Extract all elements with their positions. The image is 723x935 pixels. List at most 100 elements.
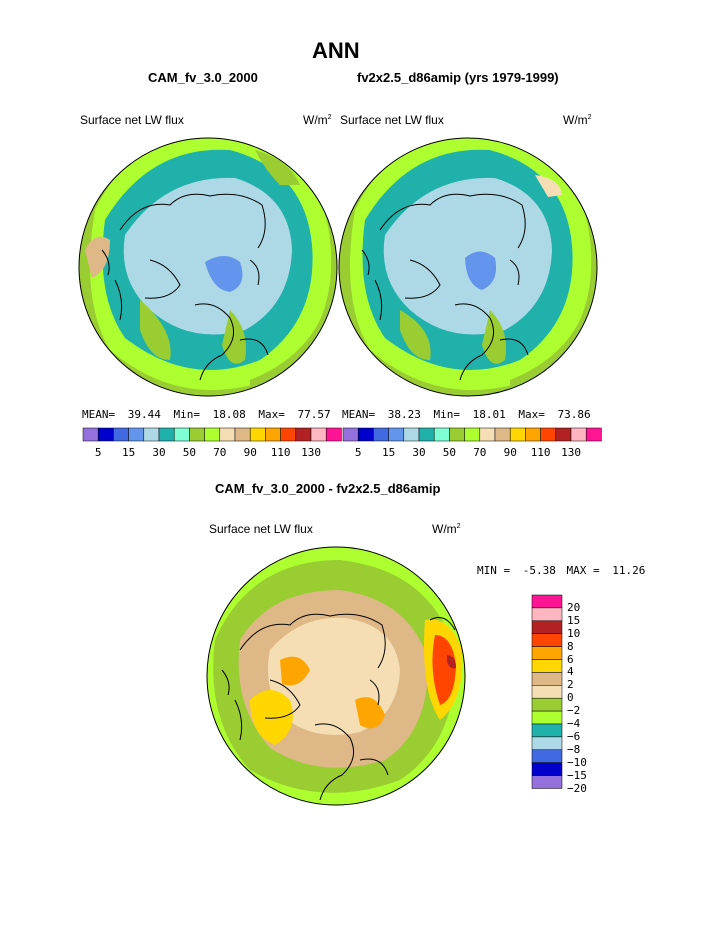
difference-colorbar-tick-label: −8 <box>567 742 581 756</box>
difference-colorbar-swatch <box>531 607 563 622</box>
difference-colorbar-tick-label: −10 <box>567 755 587 769</box>
difference-colorbar-swatch <box>531 594 563 609</box>
difference-colorbar-tick-label: 6 <box>567 652 574 666</box>
colorbar-tick-label: 30 <box>152 446 166 459</box>
right-case-title: fv2x2.5_d86amip (yrs 1979-1999) <box>357 70 559 85</box>
left-max-label: Max= <box>258 408 285 421</box>
colorbar-tick-label: 110 <box>270 446 291 459</box>
difference-minmax: MIN = -5.38 MAX = 11.26 <box>477 564 645 577</box>
right-colorbar-swatch <box>525 427 541 442</box>
right-min-label: Min= <box>433 408 461 421</box>
right-colorbar-swatch <box>357 427 374 442</box>
right-colorbar-swatch <box>494 427 511 442</box>
colorbar-tick-label: 5 <box>94 446 102 459</box>
difference-colorbar-swatch <box>531 762 563 776</box>
right-colorbar-swatch <box>555 427 572 442</box>
right-colorbar-swatch <box>433 427 450 442</box>
colorbar-tick-label: 5 <box>354 446 362 459</box>
colorbar-tick-label: 30 <box>412 446 426 459</box>
difference-colorbar-tick-label: −2 <box>567 704 581 718</box>
right-colorbar-swatch <box>388 427 405 442</box>
left-polar-map <box>79 138 337 396</box>
difference-min-value: -5.38 <box>522 564 556 577</box>
difference-colorbar-tick-label: 10 <box>567 626 581 640</box>
left-colorbar-swatch <box>219 427 236 442</box>
left-min-label: Min= <box>173 408 201 421</box>
right-colorbar-swatch <box>373 427 389 442</box>
right-field-label: Surface net LW flux <box>340 113 444 127</box>
left-colorbar-swatch <box>97 427 114 442</box>
difference-colorbar-swatch <box>531 697 563 712</box>
colorbar-tick-label: 15 <box>382 446 396 459</box>
difference-field-label: Surface net LW flux <box>209 522 313 536</box>
colorbar-tick-label: 110 <box>530 446 551 459</box>
difference-units-label: W/m2 <box>432 522 461 536</box>
right-colorbar-swatch <box>509 427 526 442</box>
difference-colorbar-swatch <box>531 685 563 699</box>
left-max-value: 77.57 <box>297 408 331 421</box>
right-colorbar-swatch <box>479 427 496 442</box>
right-max-value: 73.86 <box>557 408 591 421</box>
right-colorbar-swatch <box>403 427 420 442</box>
difference-max-label: MAX = <box>566 564 600 577</box>
right-colorbar-swatch <box>570 427 587 442</box>
left-colorbar-swatch <box>295 427 312 442</box>
left-colorbar-swatch <box>249 427 266 442</box>
difference-max-value: 11.26 <box>612 564 646 577</box>
difference-colorbar-swatch <box>531 620 563 634</box>
difference-colorbar-tick-label: −6 <box>567 729 581 743</box>
left-colorbar-swatch <box>204 427 221 442</box>
left-units-label: W/m2 <box>303 113 332 127</box>
right-mean-label: MEAN= <box>342 408 376 421</box>
difference-colorbar-swatch <box>531 646 563 660</box>
left-colorbar-swatch <box>143 427 160 442</box>
left-colorbar <box>82 427 342 442</box>
left-colorbar-swatch <box>158 427 175 442</box>
right-colorbar-swatch <box>585 427 602 442</box>
left-mean-label: MEAN= <box>82 408 116 421</box>
colorbar-tick-label: 50 <box>442 446 457 459</box>
left-mean-value: 39.44 <box>127 408 161 421</box>
left-colorbar-swatch <box>189 427 205 442</box>
page-title: ANN <box>312 38 360 63</box>
difference-colorbar-tick-label: −4 <box>567 717 581 730</box>
difference-min-label: MIN = <box>477 564 511 577</box>
colorbar-tick-label: 70 <box>213 446 227 459</box>
left-colorbar-swatch <box>173 427 190 442</box>
difference-colorbar-swatch <box>531 633 563 647</box>
difference-colorbar-swatch <box>531 659 563 673</box>
colorbar-tick-label: 90 <box>243 446 257 459</box>
right-colorbar <box>342 427 602 442</box>
left-colorbar-swatch <box>265 427 281 442</box>
right-min-value: 18.01 <box>472 408 506 421</box>
left-stats: MEAN= 39.44 Min= 18.08 Max= 77.57 <box>82 408 331 421</box>
right-polar-map <box>339 138 597 396</box>
left-colorbar-swatch <box>128 427 145 442</box>
right-colorbar-swatch <box>540 427 557 442</box>
difference-colorbar-tick-label: −20 <box>567 781 587 795</box>
difference-colorbar-swatch <box>531 749 563 763</box>
difference-colorbar-tick-label: 20 <box>567 600 581 614</box>
left-colorbar-swatch <box>82 427 99 442</box>
colorbar-tick-label: 70 <box>473 446 487 459</box>
left-colorbar-swatch <box>325 427 342 442</box>
difference-colorbar-tick-label: 4 <box>567 665 574 679</box>
right-mean-value: 38.23 <box>387 408 421 421</box>
difference-colorbar-swatch <box>531 672 563 686</box>
left-colorbar-swatch <box>310 427 327 442</box>
colorbar-tick-label: 15 <box>122 446 136 459</box>
left-colorbar-swatch <box>280 427 297 442</box>
difference-colorbar-swatch <box>531 775 563 789</box>
difference-colorbar-swatch <box>531 710 563 725</box>
difference-colorbar-tick-label: 0 <box>567 691 574 705</box>
right-stats: MEAN= 38.23 Min= 18.01 Max= 73.86 <box>342 408 591 421</box>
left-colorbar-swatch <box>234 427 251 442</box>
colorbar-tick-label: 130 <box>301 446 321 459</box>
difference-colorbar-tick-label: −15 <box>567 768 587 782</box>
difference-colorbar-tick-label: 2 <box>567 678 574 692</box>
colorbar-tick-label: 50 <box>182 446 197 459</box>
colorbar-tick-label: 90 <box>503 446 517 459</box>
difference-colorbar-swatch <box>531 723 563 738</box>
right-colorbar-swatch <box>342 427 359 442</box>
